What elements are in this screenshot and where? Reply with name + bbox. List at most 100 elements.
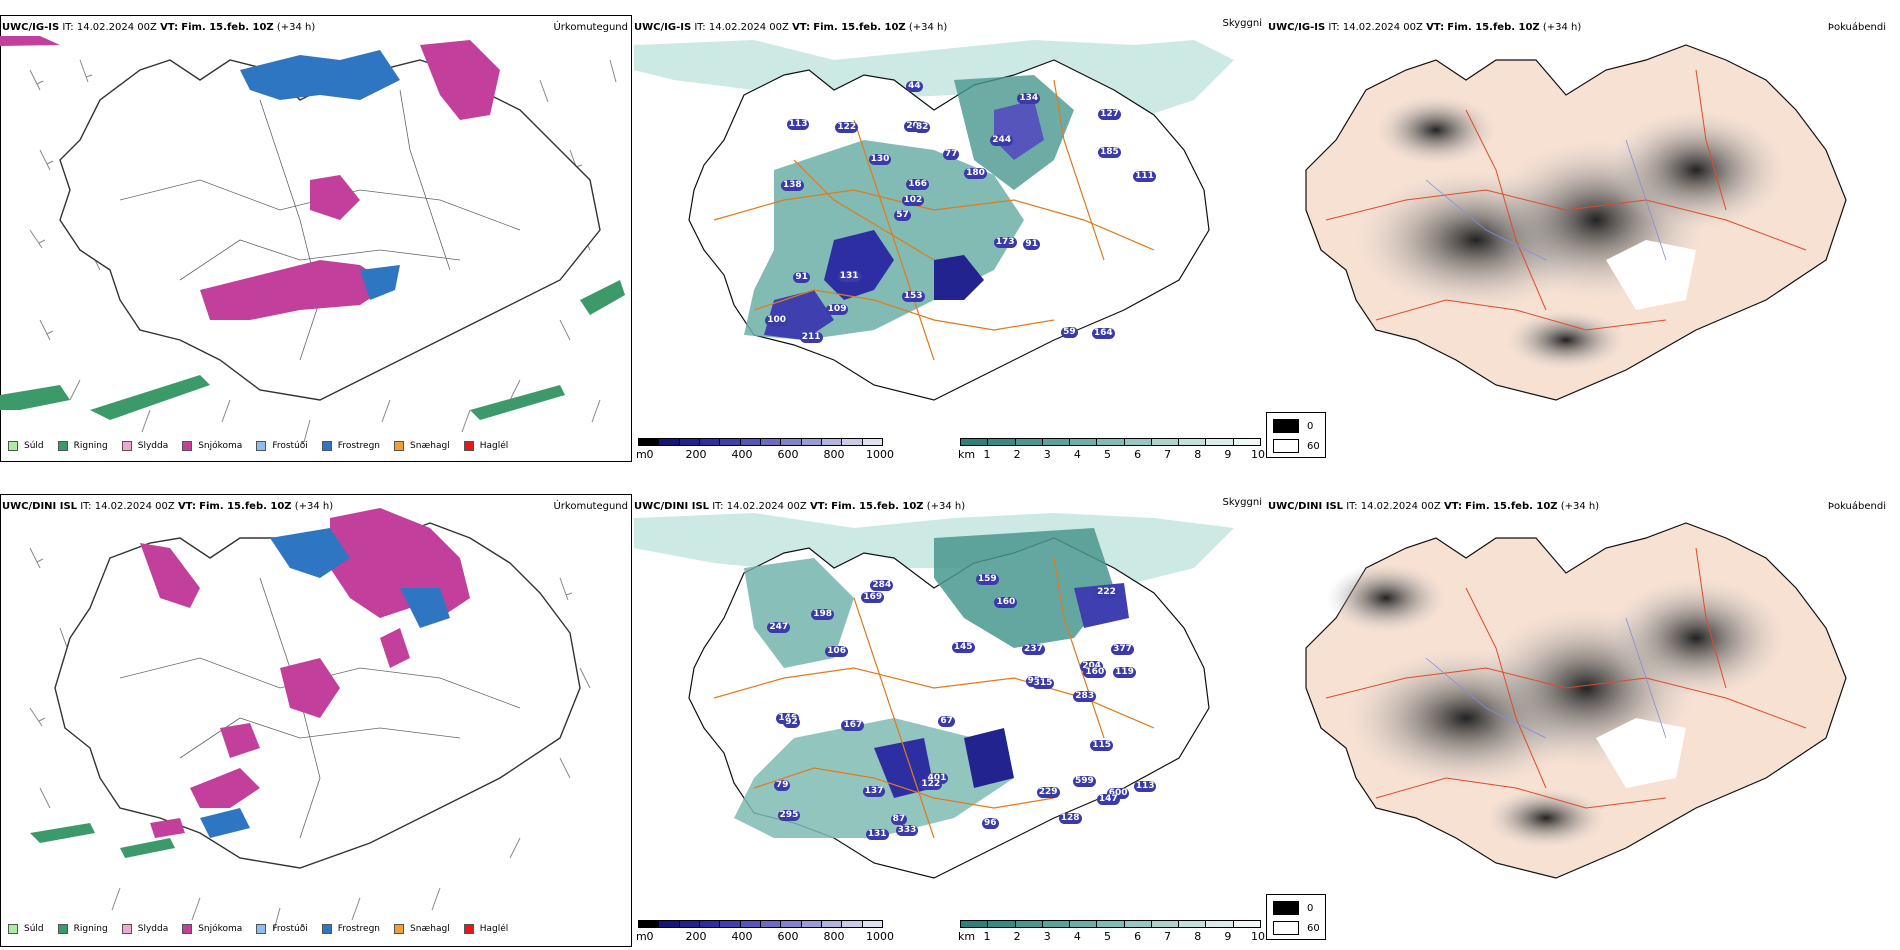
visibility-value-label: 127 <box>1098 108 1121 120</box>
precip-map <box>0 36 625 443</box>
colorbar-tick: 800 <box>823 930 845 943</box>
colorbar-segment <box>699 438 721 446</box>
fog-legend-label: 0 <box>1307 902 1314 914</box>
vt-value: Fim. 15.feb. 10Z <box>199 501 292 512</box>
visibility-value-label: 113 <box>1133 780 1157 792</box>
visibility-value-label: 145 <box>951 641 975 653</box>
colorbar-tick: 5 <box>1103 930 1111 943</box>
colorbar-tick: 600 <box>777 930 799 943</box>
legend-label: Snjókoma <box>198 924 243 934</box>
colorbar-segment <box>1123 438 1152 446</box>
panel-title: Úrkomutegund <box>553 22 628 33</box>
legend-swatch <box>394 924 405 934</box>
legend-swatch <box>57 924 68 934</box>
visibility-value-label: 111 <box>1133 171 1156 183</box>
colorbar-unit: km <box>958 930 976 943</box>
vt-label: VT: <box>809 501 828 512</box>
colorbar-segment <box>739 438 761 446</box>
visibility-value-label: 599 <box>1073 775 1096 787</box>
fog-legend-label: 0 <box>1307 420 1314 432</box>
colorbar-tick: 4 <box>1073 930 1081 943</box>
lead-time: (+34 h) <box>294 501 334 512</box>
colorbar-tick: 200 <box>685 930 707 943</box>
colorbar-tick: 1 <box>983 930 991 943</box>
colorbar-tick: 1 <box>983 448 991 461</box>
colorbar-tick: 8 <box>1194 930 1202 943</box>
lead-time: (+34 h) <box>926 501 966 512</box>
lead-time: (+34 h) <box>1560 501 1600 512</box>
colorbar-segment <box>1069 438 1098 446</box>
legend-item: Frostúði <box>256 441 308 451</box>
visibility-value-label: 115 <box>1090 740 1114 752</box>
colorbar-tick: 7 <box>1164 448 1172 461</box>
visibility-value-label: 131 <box>865 829 889 841</box>
legend-swatch <box>182 441 193 451</box>
panel-header: UWC/IG-IS IT: 14.02.2024 00Z VT: Fim. 15… <box>2 22 315 34</box>
colorbar-tick: 7 <box>1164 930 1172 943</box>
colorbar-segment <box>1150 438 1180 446</box>
colorbar-km: km 1 2 3 4 5 6 7 8 9 10 <box>958 920 1265 943</box>
legend-label: Haglél <box>479 441 509 451</box>
colorbar-segment <box>678 438 700 446</box>
colorbar-tick: 3 <box>1043 448 1051 461</box>
colorbar-segment <box>780 438 802 446</box>
colorbar-segment <box>719 438 741 446</box>
visibility-value-label: 113 <box>786 118 810 130</box>
colorbar-segment <box>1014 438 1043 446</box>
visibility-value-label: 77 <box>942 148 960 160</box>
legend-label: Súld <box>24 441 44 451</box>
visibility-value-label: 198 <box>811 609 835 621</box>
legend-label: Rigning <box>73 924 108 934</box>
vt-value: Fim. 15.feb. 10Z <box>1465 501 1558 512</box>
visibility-value-label: 122 <box>919 778 943 790</box>
colorbar-segment <box>658 438 680 446</box>
cloud-panel-bottom: UWC/DINI ISL IT: 14.02.2024 00Z VT: Fim.… <box>634 488 1266 950</box>
colorbar-segment <box>800 438 822 446</box>
visibility-value-label: 147 <box>1096 794 1120 806</box>
legend-item: Frostregn <box>321 924 380 934</box>
visibility-value-label: 229 <box>1036 786 1060 798</box>
legend-label: Frostúði <box>272 441 308 451</box>
fog-legend-label: 60 <box>1307 922 1320 934</box>
model-name: UWC/IG-IS <box>2 22 60 33</box>
it-label: IT: <box>1346 501 1358 512</box>
fog-swatch <box>1273 439 1299 453</box>
visibility-value-label: 237 <box>1022 644 1045 656</box>
legend-swatch <box>8 441 18 451</box>
legend-item: Rigning <box>57 441 108 451</box>
colorbar-tick: 0 <box>646 930 654 943</box>
visibility-value-label: 204 <box>1080 660 1103 672</box>
fog-legend-row: 0 <box>1273 419 1313 433</box>
lead-time: (+34 h) <box>276 22 316 33</box>
visibility-value-label: 106 <box>825 646 848 658</box>
cloud-map <box>634 513 1234 879</box>
fog-swatch <box>1273 921 1299 935</box>
panel-title: Skyggni <box>1222 18 1262 29</box>
colorbar-tick: 0 <box>646 448 654 461</box>
colorbar-segment <box>821 438 843 446</box>
visibility-value-label: 244 <box>990 134 1014 146</box>
it-value: 14.02.2024 00Z <box>1342 22 1423 33</box>
colorbar-segment <box>1014 920 1043 928</box>
legend-label: Snjókoma <box>198 441 243 451</box>
legend-item: Slydda <box>121 924 168 934</box>
visibility-value-label: 92 <box>783 717 800 729</box>
colorbar-segment <box>1096 438 1125 446</box>
visibility-value-label: 82 <box>913 122 931 134</box>
fog-legend: 0 60 <box>1266 894 1326 940</box>
vt-value: Fim. 15.feb. 10Z <box>1447 22 1540 33</box>
visibility-value-label: 79 <box>773 779 791 791</box>
colorbar-tick: 400 <box>731 930 753 943</box>
colorbar-segment <box>1150 920 1180 928</box>
legend-item: Súld <box>8 441 44 451</box>
cloud-map <box>634 40 1234 401</box>
lead-time: (+34 h) <box>1542 22 1582 33</box>
colorbar-segment <box>1123 920 1152 928</box>
colorbar-segment <box>1205 438 1234 446</box>
colorbar-segment <box>699 920 721 928</box>
visibility-value-label: 100 <box>765 315 789 327</box>
colorbar-tick: 9 <box>1224 448 1232 461</box>
colorbar-m: m 0 200 400 600 800 1000 <box>636 920 894 943</box>
visibility-value-label: 166 <box>906 179 930 190</box>
it-label: IT: <box>712 501 724 512</box>
